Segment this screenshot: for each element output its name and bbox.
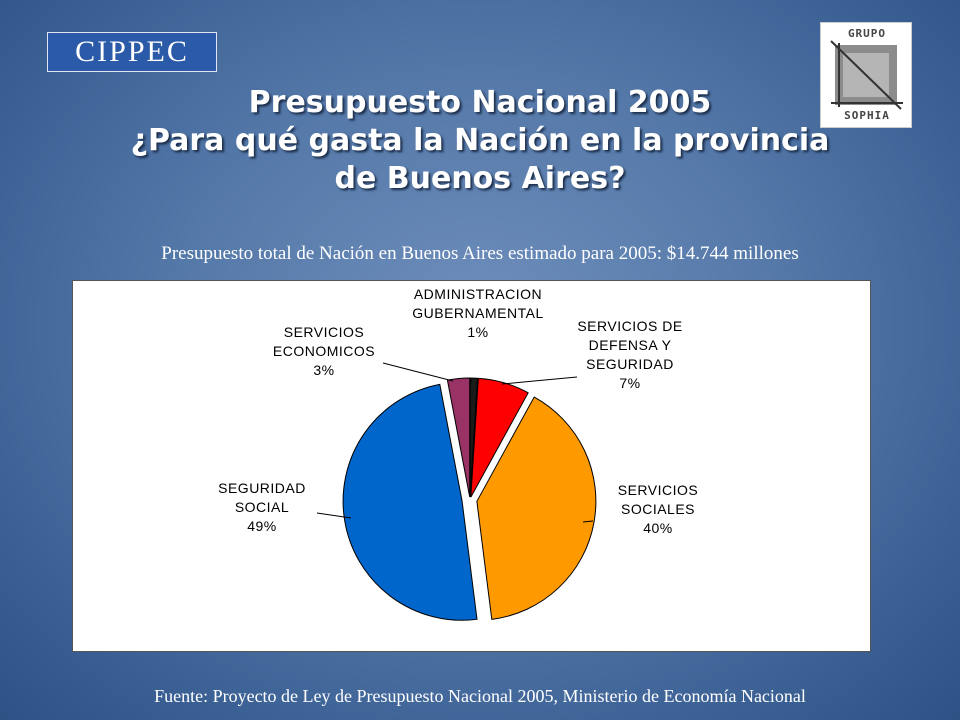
slice-label: ADMINISTRACION GUBERNAMENTAL 1% xyxy=(403,285,553,342)
sophia-logo-bottom-text: SOPHIA xyxy=(844,109,890,122)
slide-title: Presupuesto Nacional 2005 ¿Para qué gast… xyxy=(0,84,960,198)
slice-label: SERVICIOS ECONOMICOS 3% xyxy=(259,323,389,380)
slice-label-text: ADMINISTRACION xyxy=(413,286,543,302)
leader-line xyxy=(501,376,578,385)
cippec-logo: CIPPEC xyxy=(47,32,217,72)
subtitle: Presupuesto total de Nación en Buenos Ai… xyxy=(161,243,799,264)
slice-label-text: GUBERNAMENTAL xyxy=(412,305,544,321)
slice-label-text: SERVICIOS DE xyxy=(577,318,683,334)
pie-slice xyxy=(470,377,529,498)
slice-label-text: DEFENSA Y xyxy=(588,337,672,353)
slice-label-text: ECONOMICOS xyxy=(272,343,376,359)
pie-chart: ADMINISTRACION GUBERNAMENTAL 1% SERVICIOS D… xyxy=(72,280,871,652)
leader-line xyxy=(316,512,352,519)
source-note: Fuente: Proyecto de Ley de Presupuesto N… xyxy=(154,686,806,706)
grupo-sophia-logo: GRUPO SOPHIA xyxy=(820,22,912,128)
leader-line xyxy=(382,362,454,382)
slice-percent: 1% xyxy=(467,324,489,340)
pie-slice xyxy=(476,396,597,620)
slice-label-text: SOCIALES xyxy=(620,501,696,517)
slice-percent: 49% xyxy=(247,518,277,534)
slice-percent: 7% xyxy=(619,375,641,391)
pie-slice xyxy=(446,377,471,498)
slice-percent: 3% xyxy=(313,362,335,378)
slice-label: SERVICIOS SOCIALES 40% xyxy=(603,481,713,538)
sophia-logo-graphic xyxy=(830,40,903,110)
slice-label: SERVICIOS DE DEFENSA Y SEGURIDAD 7% xyxy=(565,317,695,393)
slice-label-text: SEGURIDAD xyxy=(218,480,306,496)
slice-label-text: SOCIAL xyxy=(234,499,290,515)
sophia-logo-top-text: GRUPO xyxy=(847,27,887,40)
slice-label-text: SEGURIDAD xyxy=(586,356,674,372)
leader-line xyxy=(582,520,594,523)
title-line-3: de Buenos Aires? xyxy=(334,161,626,196)
title-line-1: Presupuesto Nacional 2005 xyxy=(248,85,712,120)
slice-label: SEGURIDAD SOCIAL 49% xyxy=(207,479,317,536)
slice-percent: 40% xyxy=(643,520,673,536)
pie-chart-canvas xyxy=(316,362,597,621)
slice-label-text: SERVICIOS xyxy=(617,482,699,498)
slice-label-text: SERVICIOS xyxy=(283,324,365,340)
pie-slice xyxy=(342,383,478,621)
title-line-2: ¿Para qué gasta la Nación en la provinci… xyxy=(130,123,830,158)
